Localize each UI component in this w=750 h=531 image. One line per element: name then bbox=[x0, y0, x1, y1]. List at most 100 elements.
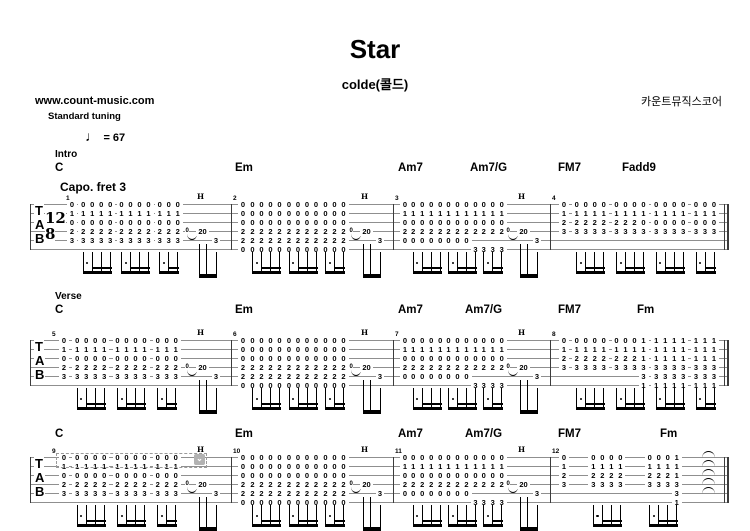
tab-note[interactable]: 0 bbox=[121, 471, 132, 480]
tab-note[interactable]: 3 bbox=[615, 480, 626, 489]
tab-note[interactable]: 0 bbox=[678, 218, 689, 227]
tab-note[interactable]: 0 bbox=[112, 336, 123, 345]
tab-note[interactable]: 1 bbox=[130, 345, 141, 354]
tab-note[interactable]: 2 bbox=[559, 471, 569, 480]
tab-note[interactable]: 2 bbox=[274, 480, 285, 489]
tab-note[interactable]: 2 bbox=[284, 480, 294, 489]
tab-note[interactable]: 0 bbox=[59, 471, 69, 480]
tab-note[interactable]: 0 bbox=[143, 218, 154, 227]
tab-note[interactable]: 2 bbox=[152, 363, 163, 372]
tab-note[interactable]: 1 bbox=[709, 354, 719, 363]
tab-note[interactable]: 20 bbox=[196, 226, 209, 236]
tab-note[interactable]: 3 bbox=[87, 236, 98, 245]
tab-note[interactable]: 0 bbox=[435, 471, 446, 480]
tab-note[interactable]: 0 bbox=[461, 354, 472, 363]
tab-note[interactable]: 2 bbox=[265, 227, 276, 236]
tab-note[interactable]: 0 bbox=[709, 200, 719, 209]
tab-note[interactable]: 2 bbox=[320, 480, 331, 489]
tab-note[interactable]: 0 bbox=[311, 218, 321, 227]
tab-note[interactable]: 0 bbox=[487, 471, 498, 480]
tab-note[interactable]: 0 bbox=[651, 218, 662, 227]
tab-note[interactable]: 0 bbox=[112, 471, 123, 480]
tab-note[interactable]: 1 bbox=[678, 336, 689, 345]
tab-note[interactable]: 0 bbox=[629, 336, 640, 345]
tab-note[interactable]: 2 bbox=[571, 354, 582, 363]
tab-note[interactable]: 2 bbox=[496, 227, 507, 236]
grace-fret-number[interactable]: 0 bbox=[506, 363, 511, 371]
tab-note[interactable]: 1 bbox=[99, 345, 110, 354]
tab-note[interactable]: 0 bbox=[443, 200, 454, 209]
tab-note[interactable]: 0 bbox=[461, 372, 472, 381]
tab-note[interactable]: 0 bbox=[580, 200, 591, 209]
tab-note[interactable]: 0 bbox=[408, 453, 419, 462]
tab-note[interactable]: 0 bbox=[81, 336, 92, 345]
tab-note[interactable]: 1 bbox=[125, 209, 136, 218]
tab-note[interactable]: 0 bbox=[274, 462, 285, 471]
tab-note[interactable]: 0 bbox=[105, 218, 116, 227]
tab-note[interactable]: 0 bbox=[496, 354, 507, 363]
tab-note[interactable]: 2 bbox=[134, 227, 145, 236]
tab-note[interactable]: 2 bbox=[478, 363, 489, 372]
tab-note[interactable]: 0 bbox=[443, 471, 454, 480]
tab-note[interactable]: 0 bbox=[78, 200, 89, 209]
tab-note[interactable]: 0 bbox=[256, 345, 267, 354]
tab-note[interactable]: 0 bbox=[669, 218, 680, 227]
tab-note[interactable]: 0 bbox=[172, 200, 183, 209]
tab-note[interactable]: 3 bbox=[116, 236, 127, 245]
tab-note[interactable]: 1 bbox=[90, 345, 101, 354]
tab-note[interactable]: 0 bbox=[134, 218, 145, 227]
tab-note[interactable]: 0 bbox=[121, 453, 132, 462]
tab-note[interactable]: 2 bbox=[302, 480, 312, 489]
tab-note[interactable]: 3 bbox=[629, 363, 640, 372]
tab-note[interactable]: 1 bbox=[598, 345, 609, 354]
tab-note[interactable]: 2 bbox=[274, 363, 285, 372]
tab-note[interactable]: 0 bbox=[139, 336, 150, 345]
tab-note[interactable]: 0 bbox=[293, 453, 303, 462]
tab-note[interactable]: 1 bbox=[678, 345, 689, 354]
tab-note[interactable]: 1 bbox=[461, 345, 472, 354]
tab-note[interactable]: 0 bbox=[274, 381, 285, 390]
tab-note[interactable]: 0 bbox=[90, 354, 101, 363]
tab-note[interactable]: 1 bbox=[461, 462, 472, 471]
tab-note[interactable]: 0 bbox=[435, 236, 446, 245]
tab-note[interactable]: 0 bbox=[99, 354, 110, 363]
tab-note[interactable]: 1 bbox=[161, 345, 172, 354]
tab-note[interactable]: 0 bbox=[452, 354, 463, 363]
tab-note[interactable]: 0 bbox=[238, 336, 248, 345]
tab-note[interactable]: 2 bbox=[478, 227, 489, 236]
tab-note[interactable]: 0 bbox=[265, 336, 276, 345]
tab-note[interactable]: 0 bbox=[320, 471, 331, 480]
tab-note[interactable]: 0 bbox=[152, 354, 163, 363]
tab-note[interactable]: 0 bbox=[274, 200, 285, 209]
tab-note[interactable]: 1 bbox=[96, 209, 107, 218]
tab-note[interactable]: 2 bbox=[59, 363, 69, 372]
tab-note[interactable]: 1 bbox=[662, 462, 673, 471]
tab-note[interactable]: 0 bbox=[443, 372, 454, 381]
tab-note[interactable]: 1 bbox=[669, 345, 680, 354]
tab-note[interactable]: 3 bbox=[669, 372, 680, 381]
tab-note[interactable]: 1 bbox=[426, 345, 437, 354]
tab-note[interactable]: 0 bbox=[139, 354, 150, 363]
tab-note[interactable]: 0 bbox=[408, 354, 419, 363]
tab-note[interactable]: 0 bbox=[452, 218, 463, 227]
tab-note[interactable]: 3 bbox=[638, 363, 649, 372]
tab-note[interactable]: 0 bbox=[256, 381, 267, 390]
tab-note[interactable]: 0 bbox=[265, 354, 276, 363]
tab-note[interactable]: 3 bbox=[139, 489, 150, 498]
tab-note[interactable]: 0 bbox=[443, 336, 454, 345]
tab-note[interactable]: 3 bbox=[660, 372, 671, 381]
tab-note[interactable]: 2 bbox=[588, 471, 599, 480]
tab-note[interactable]: 0 bbox=[87, 200, 98, 209]
tab-note[interactable]: 3 bbox=[620, 227, 631, 236]
tab-note[interactable]: 0 bbox=[238, 200, 248, 209]
tab-note[interactable]: 2 bbox=[256, 236, 267, 245]
tab-note[interactable]: 3 bbox=[487, 381, 498, 390]
tab-note[interactable]: 0 bbox=[302, 209, 312, 218]
tab-note[interactable]: 1 bbox=[121, 462, 132, 471]
tab-note[interactable]: 0 bbox=[478, 354, 489, 363]
tab-note[interactable]: 0 bbox=[247, 200, 258, 209]
tab-note[interactable]: 1 bbox=[691, 381, 701, 390]
grace-fret-number[interactable]: 0 bbox=[349, 363, 354, 371]
tab-note[interactable]: 3 bbox=[606, 480, 617, 489]
tab-note[interactable]: 2 bbox=[452, 227, 463, 236]
